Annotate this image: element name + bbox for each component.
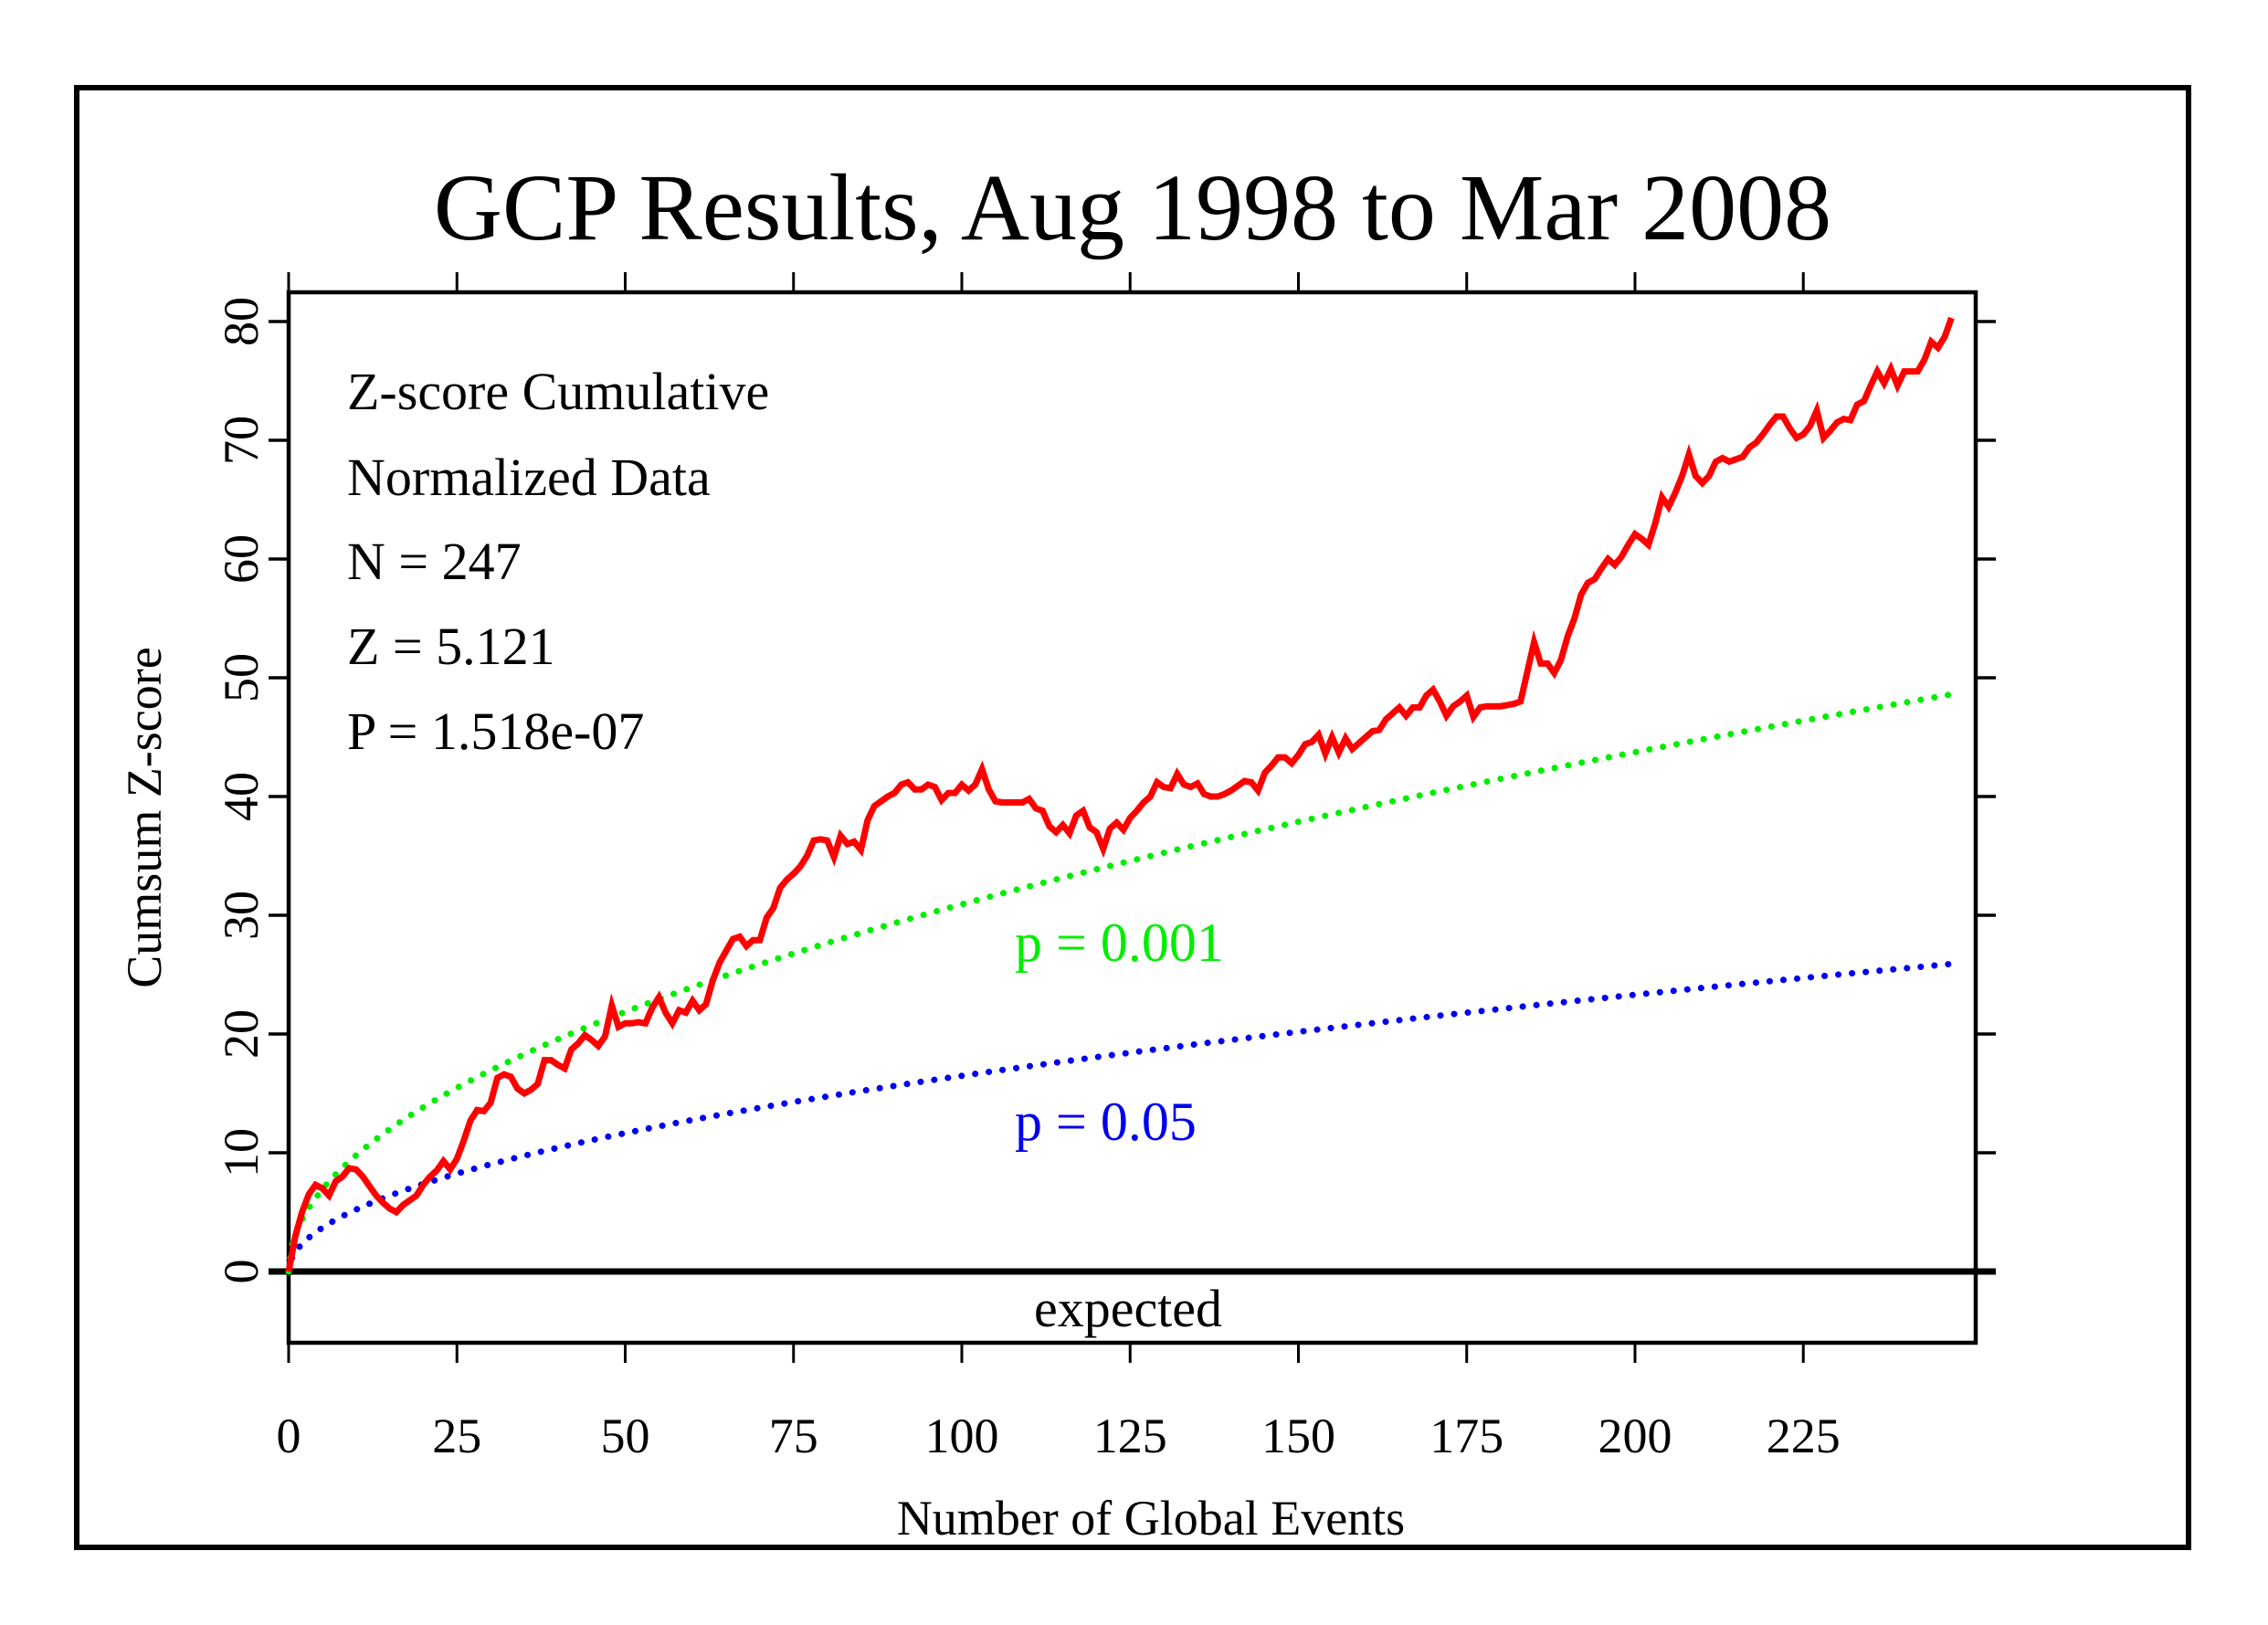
y-tick-label: 30 [214,891,269,940]
x-ticks-bottom [287,1343,1805,1363]
stats-line-3: N = 247 [347,532,522,591]
x-tick-label: 100 [925,1409,999,1463]
stats-line-5: P = 1.518e-07 [347,702,644,761]
y-axis-label: Cumsum Z-score [117,647,172,987]
stats-line-4: Z = 5.121 [347,617,555,676]
chart-title: GCP Results, Aug 1998 to Mar 2008 [434,155,1831,260]
cumsum-zscore-line [285,316,1955,1272]
p05-label: p = 0.05 [1015,1092,1197,1152]
x-axis-label: Number of Global Events [897,1491,1405,1546]
x-tick-label: 150 [1261,1409,1335,1463]
x-tick-label: 175 [1429,1409,1503,1463]
y-tick-label: 40 [214,772,269,821]
y-tick-label: 10 [214,1128,269,1177]
x-tick-label: 25 [432,1409,481,1463]
x-tick-label: 75 [769,1409,818,1463]
y-tick-label: 80 [214,297,269,346]
x-tick-label: 0 [277,1409,301,1463]
y-tick-label: 70 [214,416,269,465]
y-tick-label: 50 [214,653,269,702]
y-ticks-left [269,320,289,1273]
x-tick-label: 50 [601,1409,650,1463]
y-tick-label: 20 [214,1009,269,1059]
p001-label: p = 0.001 [1015,913,1224,973]
x-tick-label: 225 [1767,1409,1841,1463]
x-tick-label: 125 [1093,1409,1167,1463]
y-ticks-right [1976,320,1996,1273]
expected-label: expected [1034,1279,1222,1338]
y-tick-labels: 0 10 20 30 40 50 60 70 80 [214,297,269,1284]
stats-box: Z-score Cumulative Normalized Data N = 2… [347,362,769,761]
x-tick-labels: 0 25 50 75 100 125 150 175 200 225 [277,1409,1841,1463]
p05-threshold-line [285,960,1955,1275]
plot-frame [286,290,1978,1345]
stats-line-2: Normalized Data [347,448,711,507]
y-tick-label: 0 [214,1260,269,1284]
x-tick-label: 200 [1598,1409,1672,1463]
y-tick-label: 60 [214,534,269,584]
stats-line-1: Z-score Cumulative [347,362,769,421]
p001-threshold-line [285,691,1955,1275]
x-ticks-top [287,272,1805,292]
outer-frame [74,85,2191,1550]
plot-area [286,290,1978,1345]
